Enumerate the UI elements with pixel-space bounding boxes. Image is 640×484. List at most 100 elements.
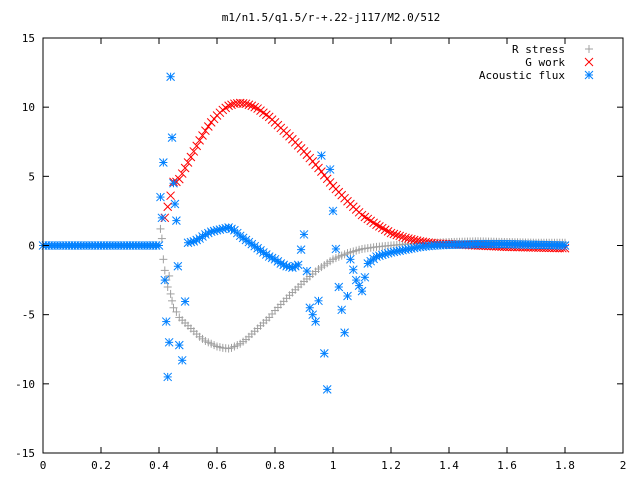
data-point-acoustic-flux [299,230,309,239]
data-point-g-work [250,102,260,112]
x-tick-label: 0.6 [207,459,227,472]
y-tick-label: -5 [22,309,35,322]
data-point-acoustic-flux [317,151,326,160]
data-point-acoustic-flux [325,165,335,174]
data-point-g-work [241,99,251,109]
data-point-g-work [406,234,416,244]
data-point-g-work [401,233,410,243]
data-point-g-work [389,229,399,239]
data-point-acoustic-flux [305,303,315,313]
data-point-g-work [166,191,175,201]
data-point-r-stress [172,307,181,316]
data-point-acoustic-flux [164,337,174,347]
legend-label: G work [525,56,565,69]
data-point-r-stress [157,234,166,243]
data-point-g-work [247,101,257,111]
data-point-g-work [380,225,390,235]
data-point-g-work [201,126,210,136]
data-point-acoustic-flux [343,291,352,301]
legend-label: R stress [512,43,565,56]
data-point-acoustic-flux [348,265,358,275]
chart-title: m1/n1.5/q1.5/r-+.22-j117/M2.0/512 [222,11,441,24]
x-tick-label: 1 [330,459,337,472]
y-tick-label: -15 [15,447,35,460]
data-point-g-work [363,214,373,224]
data-point-g-work [224,101,233,111]
data-point-acoustic-flux [177,355,187,365]
data-point-g-work [174,174,184,184]
legend-marker [584,57,594,67]
data-point-acoustic-flux [560,241,570,250]
x-tick-label: 0.8 [265,459,285,472]
legend-marker [585,45,593,53]
y-tick-label: 10 [22,101,35,114]
data-point-g-work [195,136,204,145]
data-point-g-work [372,220,381,230]
data-point-acoustic-flux [169,178,178,188]
axis-ticks: 0 0.2 0.4 0.6 0.8 1 1.2 1.4 1.6 1.8 2 15 10 5 0 -5 -10 -1… [15,32,626,472]
data-point-g-work [244,100,254,110]
data-point-g-work [183,158,193,167]
data-point-acoustic-flux [322,385,332,394]
data-point-acoustic-flux [160,275,170,285]
data-point-acoustic-flux [296,245,306,255]
data-point-acoustic-flux [167,133,177,142]
data-point-r-stress [168,296,177,305]
data-point-acoustic-flux [170,199,180,209]
series-acoustic-flux [38,72,570,394]
data-point-acoustic-flux [314,296,323,306]
data-point-g-work [366,216,376,226]
data-point-acoustic-flux [158,158,168,167]
data-point-acoustic-flux [328,206,338,216]
data-point-acoustic-flux [319,349,329,358]
data-point-acoustic-flux [308,310,318,320]
data-point-acoustic-flux [161,317,171,326]
data-point-r-stress [159,255,168,264]
x-tick-label: 0.4 [149,459,169,472]
x-tick-label: 2 [620,459,627,472]
data-point-g-work [198,131,207,140]
data-point-r-stress [160,266,169,275]
plot-marks [38,72,570,394]
data-point-acoustic-flux [166,72,175,82]
y-tick-label: 15 [22,32,35,45]
data-point-g-work [177,169,187,178]
data-point-acoustic-flux [156,192,165,202]
data-point-g-work [383,227,393,236]
x-tick-label: 1.2 [381,459,401,472]
data-point-acoustic-flux [163,372,173,382]
data-point-g-work [163,202,173,212]
data-point-acoustic-flux [340,328,349,338]
data-point-acoustic-flux [346,254,355,264]
data-point-acoustic-flux [173,261,183,271]
data-point-acoustic-flux [180,297,190,306]
data-point-g-work [186,152,196,162]
data-point-g-work [192,141,202,151]
data-point-acoustic-flux [360,272,370,282]
data-point-acoustic-flux [302,266,312,276]
data-point-r-stress [165,271,174,280]
data-point-acoustic-flux [174,340,184,350]
data-point-acoustic-flux [311,317,320,326]
data-point-g-work [238,99,248,108]
data-point-g-work [189,147,199,156]
y-tick-label: 5 [28,170,35,183]
x-tick-label: 0.2 [91,459,111,472]
data-point-acoustic-flux [203,228,213,238]
x-tick-label: 1.6 [497,459,517,472]
data-point-r-stress [169,303,178,312]
data-point-acoustic-flux [157,213,167,223]
data-point-g-work [377,223,387,233]
data-point-acoustic-flux [154,241,164,250]
data-point-acoustic-flux [331,244,341,254]
data-point-acoustic-flux [172,216,181,225]
data-point-g-work [392,230,402,240]
data-point-acoustic-flux [334,282,344,292]
x-tick-label: 1.8 [555,459,575,472]
data-point-r-stress [166,289,175,298]
x-tick-label: 1.4 [439,459,459,472]
legend-marker [584,70,594,80]
